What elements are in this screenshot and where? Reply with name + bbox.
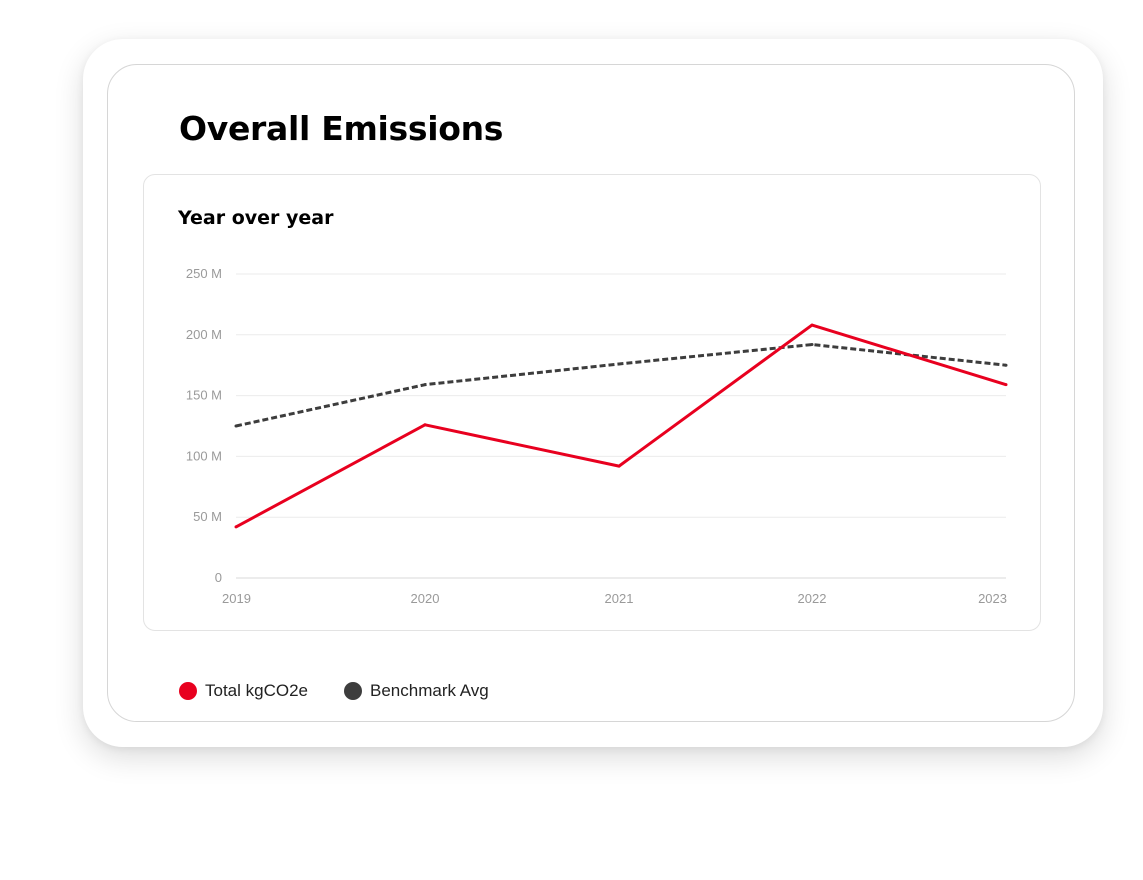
legend-item-total[interactable]: Total kgCO2e <box>179 681 308 701</box>
y-tick-label: 200 M <box>186 327 222 342</box>
data-point-total[interactable] <box>423 423 427 427</box>
data-point-total[interactable] <box>234 525 238 529</box>
data-point-benchmark[interactable] <box>234 424 238 428</box>
emissions-card: Overall Emissions Year over year 0 50 M 10… <box>107 64 1075 722</box>
series-line-total-kgco2e[interactable] <box>235 323 1007 529</box>
series-line-benchmark-avg[interactable] <box>235 343 1007 428</box>
line-chart: 0 50 M 100 M 150 M 200 M 250 M 2019 2020 2021 20… <box>186 266 1008 606</box>
chart-panel: Year over year 0 50 M 100 M 150 M 200 M 250 M… <box>143 174 1041 631</box>
data-point-benchmark[interactable] <box>810 343 814 347</box>
x-tick-label: 2019 <box>222 591 251 606</box>
x-tick-label: 2022 <box>798 591 827 606</box>
legend-dot-total <box>179 682 197 700</box>
data-point-total[interactable] <box>617 464 621 468</box>
data-point-benchmark[interactable] <box>1004 363 1008 367</box>
page-title: Overall Emissions <box>179 109 504 148</box>
chart-subtitle: Year over year <box>178 207 334 229</box>
data-point-benchmark[interactable] <box>617 362 621 366</box>
chart-legend: Total kgCO2e Benchmark Avg <box>179 681 525 701</box>
x-tick-label: 2021 <box>605 591 634 606</box>
x-tick-label: 2020 <box>411 591 440 606</box>
data-point-total[interactable] <box>1004 383 1008 387</box>
y-tick-label: 0 <box>215 570 222 585</box>
legend-label-benchmark: Benchmark Avg <box>370 681 489 700</box>
y-tick-label: 150 M <box>186 388 222 403</box>
y-tick-label: 50 M <box>193 509 222 524</box>
legend-dot-benchmark <box>344 682 362 700</box>
data-point-total[interactable] <box>810 323 814 327</box>
y-tick-label: 250 M <box>186 266 222 281</box>
x-tick-label: 2023 <box>978 591 1007 606</box>
legend-label-total: Total kgCO2e <box>205 681 308 700</box>
outer-card: Overall Emissions Year over year 0 50 M 10… <box>83 39 1103 747</box>
legend-item-benchmark[interactable]: Benchmark Avg <box>344 681 489 701</box>
data-point-benchmark[interactable] <box>423 383 427 387</box>
y-tick-label: 100 M <box>186 448 222 463</box>
